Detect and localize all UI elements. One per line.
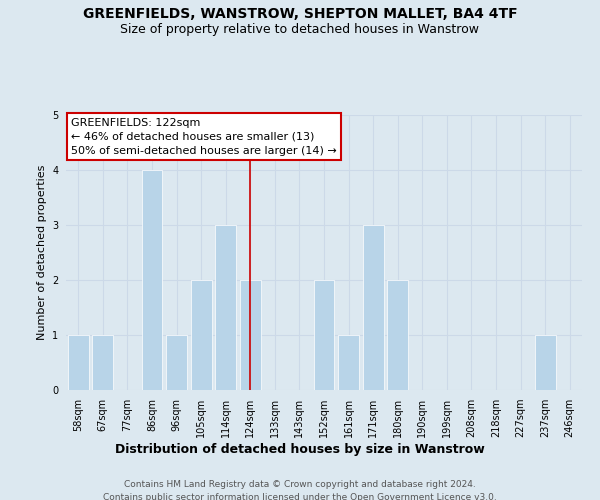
- Bar: [338, 335, 359, 390]
- Bar: [142, 170, 163, 390]
- Bar: [362, 225, 383, 390]
- Bar: [68, 335, 89, 390]
- Bar: [191, 280, 212, 390]
- Text: GREENFIELDS: 122sqm
← 46% of detached houses are smaller (13)
50% of semi-detach: GREENFIELDS: 122sqm ← 46% of detached ho…: [71, 118, 337, 156]
- Text: Distribution of detached houses by size in Wanstrow: Distribution of detached houses by size …: [115, 442, 485, 456]
- Text: GREENFIELDS, WANSTROW, SHEPTON MALLET, BA4 4TF: GREENFIELDS, WANSTROW, SHEPTON MALLET, B…: [83, 8, 517, 22]
- Bar: [166, 335, 187, 390]
- Bar: [535, 335, 556, 390]
- Bar: [215, 225, 236, 390]
- Bar: [387, 280, 408, 390]
- Bar: [240, 280, 261, 390]
- Bar: [314, 280, 334, 390]
- Bar: [92, 335, 113, 390]
- Y-axis label: Number of detached properties: Number of detached properties: [37, 165, 47, 340]
- Text: Size of property relative to detached houses in Wanstrow: Size of property relative to detached ho…: [121, 22, 479, 36]
- Text: Contains HM Land Registry data © Crown copyright and database right 2024.
Contai: Contains HM Land Registry data © Crown c…: [103, 480, 497, 500]
